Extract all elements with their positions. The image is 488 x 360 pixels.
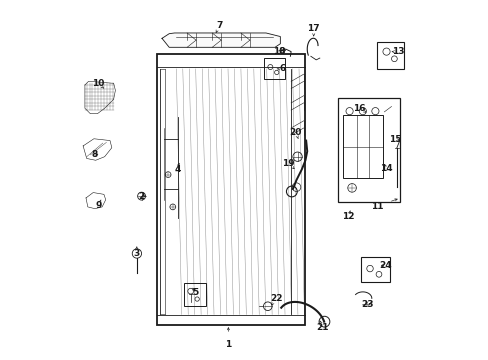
Bar [183,283,205,306]
Text: 13: 13 [392,48,404,57]
Text: 21: 21 [316,323,328,332]
Text: 11: 11 [370,202,383,211]
Text: 16: 16 [352,104,365,113]
Bar [337,98,400,202]
Bar [343,116,382,178]
Text: 5: 5 [192,288,198,297]
Text: 3: 3 [133,249,139,258]
Polygon shape [162,33,280,47]
Bar [264,58,285,79]
Text: 2: 2 [138,192,144,201]
Text: 1: 1 [225,340,231,349]
Text: 6: 6 [279,64,285,73]
Text: 24: 24 [378,261,391,270]
Text: 23: 23 [361,300,373,309]
Text: 17: 17 [307,24,319,33]
Text: 14: 14 [379,164,392,173]
Text: 18: 18 [273,48,285,57]
Bar [156,54,305,325]
Text: 20: 20 [289,128,302,137]
Text: 7: 7 [216,21,222,30]
Text: 15: 15 [388,135,401,144]
Text: 19: 19 [282,159,294,168]
Bar [376,42,403,69]
Text: 10: 10 [92,79,104,88]
Text: 22: 22 [269,294,282,303]
Text: 8: 8 [92,150,98,159]
Bar [360,257,389,282]
Text: 12: 12 [342,212,354,221]
Text: 4: 4 [174,165,180,174]
Text: 9: 9 [95,201,102,210]
